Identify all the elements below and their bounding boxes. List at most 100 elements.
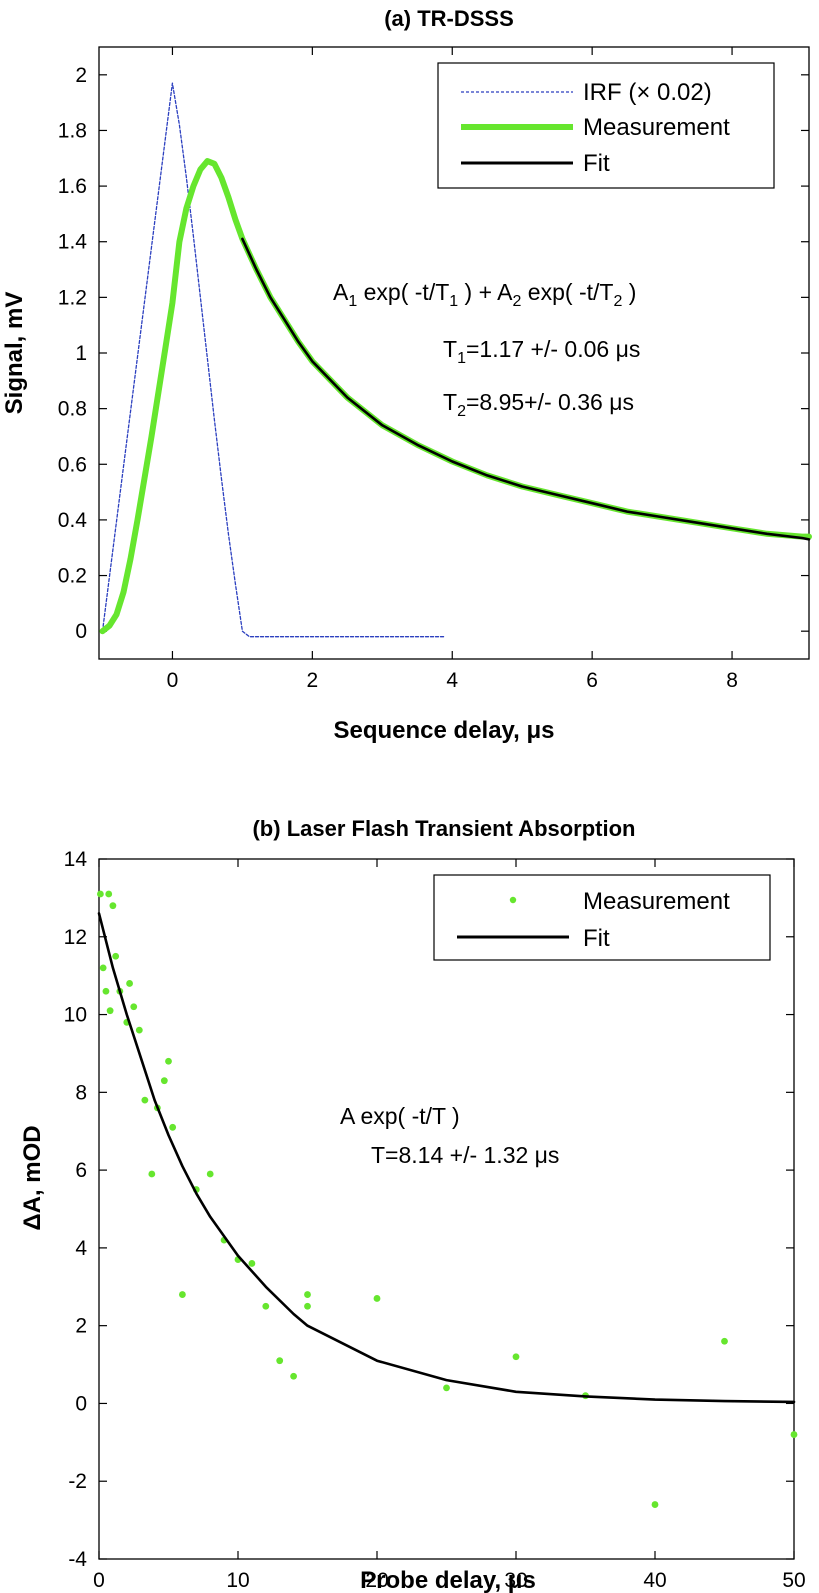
panel-b-point bbox=[373, 1295, 381, 1302]
panel-a-ylabel: Signal, mV bbox=[1, 292, 28, 415]
panel-b: (b) Laser Flash Transient Absorption 0 10… bbox=[19, 816, 806, 1593]
panel-b-ylabel: ΔA, mOD bbox=[19, 1125, 46, 1230]
legend-b-measurement-swatch bbox=[509, 896, 517, 904]
panel-b-point bbox=[160, 1077, 168, 1085]
panel-a-xtick-label: 2 bbox=[307, 669, 319, 692]
panel-a-series bbox=[99, 82, 812, 638]
panel-a-ytick-label: 1.4 bbox=[58, 231, 88, 254]
panel-b-point bbox=[248, 1260, 256, 1267]
panel-a-t2: T2=8.95+/- 0.36 μs bbox=[443, 389, 634, 420]
t2-post: =8.95+/- 0.36 μs bbox=[466, 389, 634, 415]
panel-a-xlabel: Sequence delay, μs bbox=[333, 717, 554, 744]
panel-b-point bbox=[304, 1291, 311, 1298]
panel-b-ytick-label: 2 bbox=[75, 1315, 87, 1338]
formula-mid2: ) + A bbox=[458, 279, 513, 305]
panel-b-point bbox=[105, 890, 113, 898]
panel-a-ytick-label: 2 bbox=[75, 64, 87, 87]
panel-b-formula: A exp( -t/T ) bbox=[340, 1103, 460, 1129]
panel-b-point bbox=[148, 1170, 156, 1178]
formula-sub3: 2 bbox=[513, 293, 522, 310]
panel-b-axes-box bbox=[98, 858, 795, 1560]
panel-a-ytick-label: 1.6 bbox=[58, 175, 87, 198]
panel-b-point bbox=[262, 1302, 270, 1310]
panel-b-legend: Measurement Fit bbox=[433, 874, 771, 961]
panel-a-xtick-label: 4 bbox=[446, 669, 458, 692]
panel-a-legend: IRF (× 0.02) Measurement Fit bbox=[437, 62, 775, 189]
t1-sub: 1 bbox=[457, 350, 466, 367]
panel-b-point bbox=[126, 980, 133, 987]
panel-b-legend-box bbox=[433, 874, 771, 961]
panel-b-point bbox=[169, 1123, 177, 1131]
legend-b-fit-label: Fit bbox=[583, 925, 610, 952]
panel-b-point bbox=[512, 1353, 520, 1361]
panel-b-point bbox=[290, 1372, 297, 1380]
panel-a-title: (a) TR-DSSS bbox=[384, 6, 514, 31]
panel-a-xtick-label: 6 bbox=[586, 669, 598, 692]
panel-b-xtick-label: 50 bbox=[782, 1569, 805, 1592]
panel-a-series-fit-line bbox=[241, 237, 811, 541]
panel-b-point bbox=[99, 964, 107, 972]
formula-mid3: exp( -t/T bbox=[521, 279, 613, 305]
panel-a: (a) TR-DSSS 0 2 4 6 8 0 0.2 0.4 0.6 0.8 1 1.2 1.4 1.6… bbox=[1, 6, 812, 744]
panel-b-point bbox=[721, 1337, 728, 1345]
panel-b-point bbox=[96, 890, 104, 898]
panel-b-title: (b) Laser Flash Transient Absorption bbox=[252, 816, 635, 841]
panel-a-ytick-label: 0.2 bbox=[58, 565, 87, 588]
panel-b-xtick-label: 0 bbox=[93, 1569, 105, 1592]
panel-b-point bbox=[135, 1026, 143, 1034]
panel-a-ytick-label: 1 bbox=[75, 342, 87, 365]
panel-b-ytick-label: 8 bbox=[75, 1081, 87, 1104]
panel-a-formula: A1 exp( -t/T1 ) + A2 exp( -t/T2 ) bbox=[333, 279, 636, 310]
formula-sub4: 2 bbox=[613, 293, 622, 310]
panel-b-ytick-label: 6 bbox=[75, 1159, 87, 1182]
legend-measurement-label: Measurement bbox=[583, 114, 730, 141]
formula-mid1: exp( -t/T bbox=[357, 279, 449, 305]
panel-b-xtick-label: 40 bbox=[643, 1569, 666, 1592]
panel-b-point bbox=[206, 1170, 214, 1178]
panel-b-series-fit-line bbox=[97, 912, 796, 1404]
t1-pre: T bbox=[443, 336, 457, 362]
panel-b-ticks: 0 10 20 30 40 50 -4 -2 0 2 4 6 8 10 12 14 bbox=[64, 848, 806, 1592]
panel-b-ytick-label: 0 bbox=[75, 1392, 87, 1415]
panel-a-t1: T1=1.17 +/- 0.06 μs bbox=[443, 336, 640, 367]
panel-b-point bbox=[276, 1357, 284, 1365]
legend-irf-label: IRF (× 0.02) bbox=[583, 79, 712, 106]
panel-b-xtick-label: 20 bbox=[365, 1569, 388, 1592]
panel-b-point bbox=[141, 1096, 149, 1104]
panel-b-xtick-label: 10 bbox=[226, 1569, 249, 1592]
panel-b-point bbox=[130, 1003, 138, 1011]
panel-b-ytick-label: -2 bbox=[68, 1470, 87, 1493]
panel-b-point bbox=[109, 902, 117, 910]
formula-end: ) bbox=[622, 279, 636, 305]
panel-b-xlabel: Probe delay, μs bbox=[360, 1567, 536, 1593]
legend-fit-label: Fit bbox=[583, 150, 610, 177]
formula-a1: A bbox=[333, 279, 349, 305]
panel-b-series bbox=[96, 890, 798, 1508]
panel-a-xtick-label: 0 bbox=[167, 669, 179, 692]
panel-a-ytick-label: 0.8 bbox=[58, 398, 87, 421]
formula-sub1: 1 bbox=[348, 293, 357, 310]
panel-b-point bbox=[790, 1431, 798, 1438]
panel-b-ytick-label: 14 bbox=[64, 848, 88, 871]
t2-pre: T bbox=[443, 389, 457, 415]
t2-sub: 2 bbox=[457, 403, 466, 420]
panel-a-xtick-label: 8 bbox=[726, 669, 738, 692]
legend-b-measurement-label: Measurement bbox=[583, 888, 730, 915]
panel-a-ytick-label: 0.4 bbox=[58, 509, 88, 532]
panel-b-point bbox=[165, 1057, 172, 1065]
panel-b-ytick-label: 4 bbox=[75, 1237, 87, 1260]
panel-b-point bbox=[651, 1501, 659, 1508]
panel-a-ytick-label: 1.8 bbox=[58, 119, 87, 142]
panel-b-point bbox=[304, 1302, 311, 1310]
panel-b-ytick-label: 10 bbox=[64, 1004, 87, 1027]
panel-b-point bbox=[102, 987, 110, 995]
t1-post: =1.17 +/- 0.06 μs bbox=[466, 336, 640, 362]
panel-a-ytick-label: 1.2 bbox=[58, 286, 87, 309]
panel-b-point bbox=[443, 1384, 450, 1392]
panel-b-xtick-label: 30 bbox=[504, 1569, 527, 1592]
panel-a-ticks: 0 2 4 6 8 0 0.2 0.4 0.6 0.8 1 1.2 1.4 1.6 1.8 2 bbox=[58, 47, 809, 692]
panel-a-ytick-label: 0.6 bbox=[58, 453, 87, 476]
panel-b-tvalue: T=8.14 +/- 1.32 μs bbox=[371, 1142, 559, 1168]
panel-b-ytick-label: -4 bbox=[68, 1548, 87, 1571]
